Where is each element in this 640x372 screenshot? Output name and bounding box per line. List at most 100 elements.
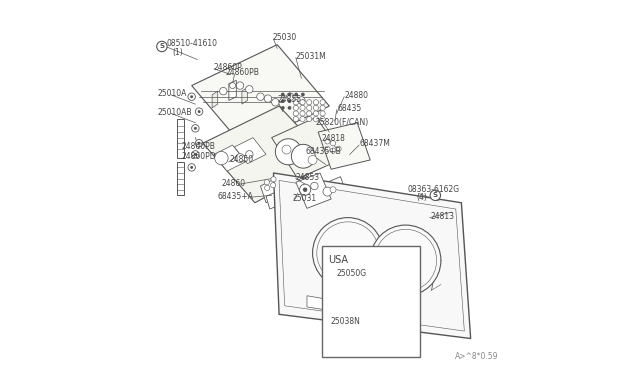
Text: 25050G: 25050G (337, 269, 367, 278)
Circle shape (330, 148, 335, 153)
Text: A>^8*0.59: A>^8*0.59 (455, 352, 499, 361)
Text: 24813: 24813 (431, 212, 455, 221)
Circle shape (236, 154, 244, 163)
Circle shape (293, 100, 298, 105)
Circle shape (190, 95, 193, 98)
Circle shape (386, 309, 392, 315)
Text: 25010A: 25010A (157, 89, 187, 98)
Text: 24855: 24855 (277, 95, 301, 104)
Circle shape (303, 187, 307, 192)
Circle shape (294, 99, 298, 103)
Circle shape (236, 82, 244, 89)
Circle shape (287, 93, 294, 100)
Polygon shape (229, 80, 236, 100)
Circle shape (396, 283, 399, 286)
Circle shape (191, 125, 199, 132)
Text: 24860P: 24860P (214, 63, 243, 72)
Circle shape (191, 151, 199, 158)
Circle shape (291, 144, 315, 168)
Text: 25031M: 25031M (296, 52, 326, 61)
Text: 08363-6162G: 08363-6162G (408, 185, 460, 194)
Circle shape (257, 93, 264, 100)
Circle shape (281, 106, 285, 110)
Circle shape (287, 99, 291, 103)
Circle shape (298, 97, 305, 104)
Circle shape (293, 111, 298, 116)
Text: (1): (1) (172, 48, 182, 57)
Text: 24880: 24880 (345, 91, 369, 100)
Circle shape (275, 139, 301, 165)
Circle shape (300, 116, 305, 122)
Circle shape (320, 100, 325, 105)
Circle shape (246, 86, 253, 93)
Circle shape (281, 93, 285, 96)
Polygon shape (394, 298, 402, 309)
Text: 24860PB: 24860PB (225, 68, 259, 77)
Text: 24818: 24818 (322, 134, 346, 143)
Polygon shape (271, 117, 344, 179)
Polygon shape (307, 296, 335, 311)
Circle shape (301, 93, 305, 96)
Circle shape (294, 93, 298, 96)
Circle shape (307, 111, 312, 116)
Polygon shape (203, 106, 331, 203)
Circle shape (271, 183, 276, 188)
Circle shape (301, 99, 305, 103)
Text: S: S (433, 192, 438, 198)
Circle shape (264, 185, 270, 190)
Circle shape (194, 153, 197, 156)
Polygon shape (214, 145, 246, 171)
Circle shape (307, 100, 312, 105)
Polygon shape (260, 177, 283, 203)
Text: 25010AB: 25010AB (157, 108, 191, 117)
Circle shape (325, 146, 330, 151)
Circle shape (300, 184, 310, 195)
Circle shape (330, 187, 336, 193)
Text: 25030: 25030 (273, 33, 297, 42)
Circle shape (301, 106, 305, 110)
Polygon shape (234, 138, 266, 164)
Text: (4): (4) (417, 193, 428, 202)
Circle shape (190, 166, 193, 169)
Circle shape (198, 110, 200, 113)
Circle shape (344, 248, 353, 257)
Text: 25820(F/CAN): 25820(F/CAN) (316, 118, 369, 126)
Text: 68435+B: 68435+B (306, 147, 342, 156)
Circle shape (401, 256, 410, 265)
Text: 68435+A: 68435+A (218, 192, 253, 201)
Circle shape (195, 140, 203, 147)
Text: 08510-41610: 08510-41610 (167, 39, 218, 48)
Circle shape (220, 87, 227, 95)
Text: 25031: 25031 (292, 194, 316, 203)
Polygon shape (177, 119, 184, 158)
Bar (322, 246, 420, 357)
Circle shape (308, 155, 317, 164)
Circle shape (300, 111, 305, 116)
Circle shape (246, 151, 253, 158)
Circle shape (320, 105, 325, 110)
Text: S: S (159, 44, 164, 49)
Circle shape (293, 116, 298, 122)
Circle shape (395, 282, 400, 287)
Text: 24860: 24860 (221, 179, 246, 188)
Circle shape (312, 218, 383, 288)
Circle shape (307, 105, 312, 110)
Polygon shape (372, 294, 394, 318)
Circle shape (188, 164, 195, 171)
Text: 24860PB: 24860PB (182, 142, 216, 151)
Circle shape (320, 116, 325, 122)
Circle shape (281, 99, 285, 103)
Circle shape (293, 105, 298, 110)
Text: 24860PD: 24860PD (182, 153, 216, 161)
Circle shape (230, 83, 236, 89)
Circle shape (320, 111, 325, 116)
Circle shape (314, 116, 319, 122)
Text: 68437M: 68437M (360, 140, 390, 148)
Circle shape (194, 127, 197, 130)
Text: USA: USA (328, 255, 349, 265)
Circle shape (307, 116, 312, 122)
Polygon shape (191, 45, 330, 147)
Text: 25038N: 25038N (330, 317, 360, 326)
Circle shape (300, 105, 305, 110)
Polygon shape (296, 173, 331, 208)
